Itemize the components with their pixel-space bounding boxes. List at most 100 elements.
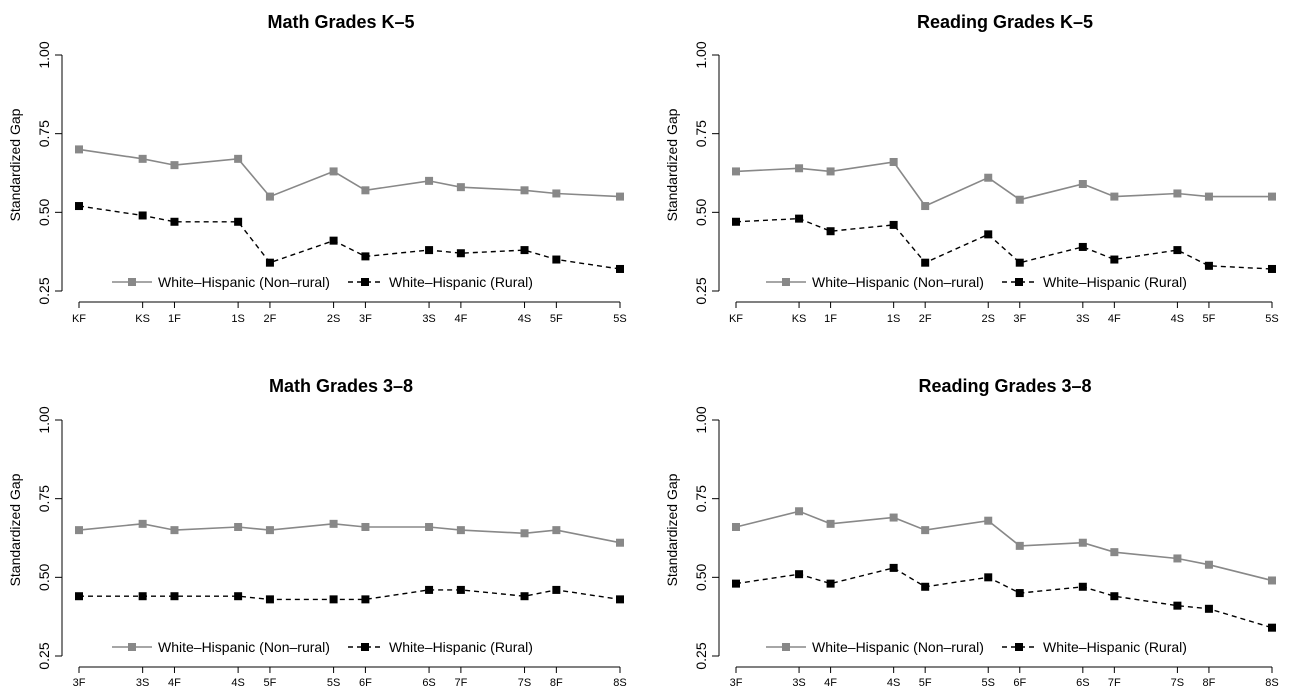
data-point-non-rural	[265, 192, 274, 201]
x-tick-label: KS	[792, 313, 807, 325]
x-tick-label: 4S	[887, 677, 900, 689]
data-point-non-rural	[552, 189, 561, 198]
y-axis-label: Standardized Gap	[664, 108, 680, 221]
data-point-non-rural	[456, 526, 465, 535]
data-point-rural	[1015, 258, 1024, 267]
data-point-rural	[732, 579, 740, 588]
y-tick-label: 0.75	[36, 485, 52, 512]
x-tick-label: 6S	[1076, 677, 1089, 689]
x-tick-label: 8F	[1203, 677, 1216, 689]
x-tick-label: 8F	[550, 677, 563, 689]
data-point-non-rural	[826, 167, 835, 176]
data-point-rural	[265, 595, 274, 604]
data-point-rural	[1110, 255, 1119, 264]
x-tick-label: 5S	[613, 313, 626, 325]
data-point-rural	[456, 585, 465, 594]
data-point-rural	[234, 217, 243, 226]
data-point-non-rural	[75, 526, 83, 535]
x-tick-label: 3F	[1013, 313, 1026, 325]
data-point-rural	[732, 217, 740, 226]
data-point-rural	[170, 217, 179, 226]
series-line-rural	[79, 589, 621, 601]
x-tick-label: 8S	[613, 677, 626, 689]
data-point-non-rural	[616, 538, 624, 547]
data-point-rural	[984, 230, 993, 239]
data-point-non-rural	[329, 519, 338, 528]
x-tick-label: KF	[72, 313, 86, 325]
y-tick-label: 0.25	[36, 642, 52, 669]
data-point-rural	[425, 246, 434, 255]
data-point-non-rural	[984, 173, 993, 182]
data-point-non-rural	[795, 507, 804, 516]
chart-panel-2: Reading Grades K–5 0.25 0.50 0.75 1.00 Standa…	[664, 12, 1279, 325]
series-line-rural	[735, 567, 1273, 629]
y-axis-label: Standardized Gap	[7, 108, 23, 221]
x-tick-label: 6F	[359, 677, 372, 689]
data-point-rural	[75, 592, 83, 601]
data-point-rural	[329, 236, 338, 245]
data-point-non-rural	[616, 192, 624, 201]
x-tick-label: 4S	[1171, 313, 1184, 325]
data-point-non-rural	[921, 526, 930, 535]
legend-marker-rural	[1015, 278, 1023, 286]
data-point-rural	[520, 592, 529, 601]
data-point-non-rural	[1078, 538, 1087, 547]
data-point-non-rural	[1078, 180, 1087, 189]
x-tick-label: 4F	[168, 677, 181, 689]
data-point-non-rural	[265, 526, 274, 535]
x-tick-label: 5S	[982, 677, 995, 689]
x-tick-label: 8S	[1265, 677, 1278, 689]
legend-marker-non-rural	[128, 278, 136, 286]
y-tick-label: 0.25	[36, 277, 52, 304]
data-point-rural	[361, 252, 370, 261]
data-point-non-rural	[234, 154, 243, 163]
legend-marker-non-rural	[128, 643, 136, 651]
x-tick-label: 3F	[73, 677, 86, 689]
legend-marker-rural	[361, 278, 369, 286]
y-tick-label: 0.75	[693, 485, 709, 512]
data-point-rural	[1173, 246, 1182, 255]
chart-title: Reading Grades K–5	[917, 12, 1093, 32]
chart-title: Reading Grades 3–8	[918, 376, 1091, 396]
data-point-non-rural	[361, 186, 370, 195]
x-tick-label: 3S	[136, 677, 149, 689]
data-point-rural	[1078, 242, 1087, 251]
chart-panel-1: Math Grades K–5 0.25 0.50 0.75 1.00 Standardi…	[7, 12, 627, 325]
y-tick-label: 0.25	[693, 277, 709, 304]
data-point-rural	[1110, 592, 1119, 601]
data-point-non-rural	[1110, 548, 1119, 557]
data-point-non-rural	[552, 526, 561, 535]
chart-panel-3: Math Grades 3–8 0.25 0.50 0.75 1.00 Standardi…	[7, 376, 627, 689]
x-tick-label: 5S	[327, 677, 340, 689]
y-tick-label: 0.25	[693, 642, 709, 669]
series-line-non-rural	[735, 161, 1272, 207]
data-point-non-rural	[75, 145, 83, 154]
data-point-rural	[616, 264, 624, 273]
data-point-non-rural	[425, 176, 434, 185]
data-point-rural	[361, 595, 370, 604]
x-tick-label: 5F	[919, 677, 932, 689]
y-tick-label: 1.00	[693, 406, 709, 433]
y-tick-label: 0.75	[693, 120, 709, 147]
x-tick-label: 5F	[1203, 313, 1216, 325]
x-tick-label: 4F	[454, 313, 467, 325]
data-point-rural	[234, 592, 243, 601]
legend-label-non-rural: White–Hispanic (Non–rural)	[812, 274, 984, 290]
data-point-non-rural	[921, 202, 930, 211]
data-point-rural	[795, 214, 804, 223]
y-tick-label: 0.75	[36, 120, 52, 147]
data-point-rural	[921, 582, 930, 591]
x-tick-label: 4F	[1108, 313, 1121, 325]
legend-marker-rural	[1015, 643, 1023, 651]
legend: White–Hispanic (Non–rural) White–Hispanic…	[766, 639, 1187, 655]
x-tick-label: 1S	[887, 313, 900, 325]
x-tick-label: 7S	[518, 677, 531, 689]
data-point-non-rural	[984, 516, 993, 525]
series-line-non-rural	[78, 148, 621, 198]
legend-label-rural: White–Hispanic (Rural)	[1043, 639, 1187, 655]
x-tick-label: 5S	[1265, 313, 1278, 325]
x-tick-label: 1S	[231, 313, 244, 325]
chart-title: Math Grades 3–8	[269, 376, 413, 396]
data-point-non-rural	[826, 519, 835, 528]
